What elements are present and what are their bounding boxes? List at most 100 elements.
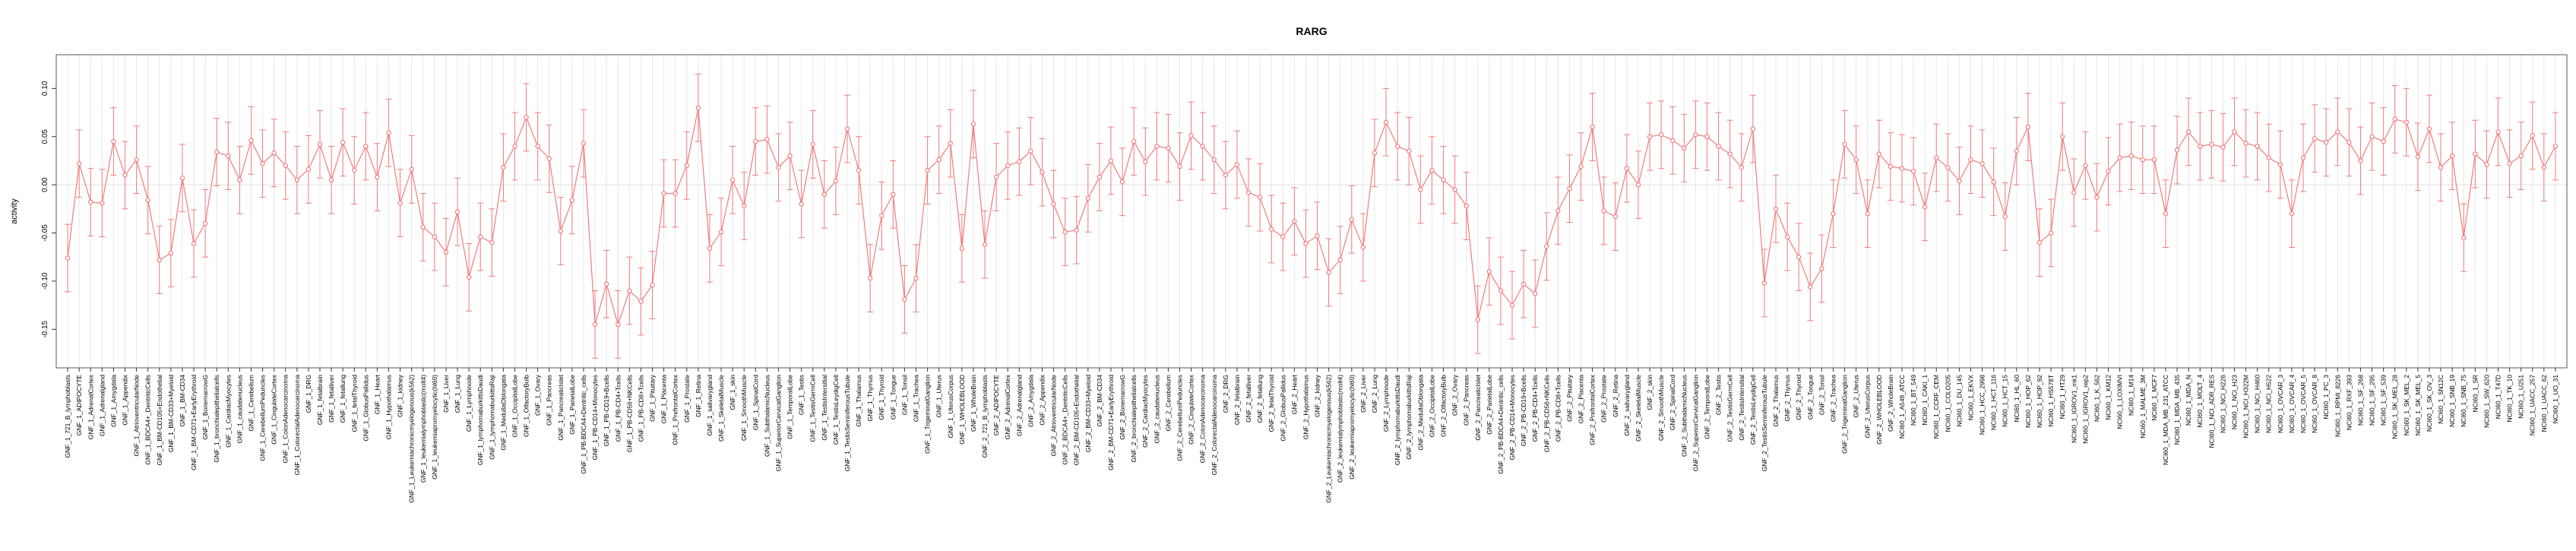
x-tick-label: GNF_2_Pituitary <box>1565 374 1573 422</box>
data-point <box>283 163 288 168</box>
x-tick-label: GNF_2_BM-CD71+EarlyErythroid <box>1107 375 1115 470</box>
data-point <box>1704 134 1710 139</box>
x-tick-label: GNF_1_lymphomaburkittsRaji <box>488 375 495 460</box>
data-point <box>2541 165 2547 170</box>
data-point <box>948 141 953 146</box>
data-point <box>226 153 231 159</box>
x-tick-label: GNF_2_lymphomaburkittsDaudi <box>1394 375 1401 465</box>
data-point <box>1842 141 1847 147</box>
data-point <box>1486 269 1492 274</box>
plot-frame <box>55 54 2568 369</box>
data-point <box>821 192 828 198</box>
data-point <box>157 257 162 263</box>
x-tick-label: GNF_2_fetalThyroid <box>1267 375 1275 432</box>
x-tick-label: GNF_2_ColonAdenocarcinoma <box>1199 375 1207 464</box>
data-point <box>363 144 369 149</box>
data-point <box>982 242 988 247</box>
data-point <box>2449 153 2455 159</box>
data-point <box>352 167 357 173</box>
data-point <box>2163 211 2169 217</box>
data-point <box>2323 140 2329 145</box>
x-tick-label: NCI60_1_EKVX <box>1967 375 1974 420</box>
data-point <box>2174 147 2180 153</box>
x-tick-label: GNF_2_Hypothalamus <box>1302 375 1309 439</box>
data-point <box>2473 151 2478 157</box>
x-tick-label: NCI60_1_SK_MEL_28 <box>2391 375 2399 439</box>
data-point <box>202 220 208 226</box>
data-point <box>2117 155 2122 160</box>
data-point <box>2404 119 2409 125</box>
x-tick-label: GNF_2_Testis <box>1715 375 1723 415</box>
data-point <box>2209 141 2214 147</box>
x-tick-label: GNF_1_PB-CD56+NKCells <box>625 375 633 452</box>
data-point <box>432 234 438 239</box>
data-point <box>1315 233 1320 239</box>
data-point <box>2036 240 2043 245</box>
data-point <box>397 201 403 206</box>
data-point <box>1337 257 1343 263</box>
data-point <box>2415 154 2421 160</box>
data-point <box>1452 187 1457 192</box>
data-point <box>1910 169 1916 174</box>
data-point <box>1750 126 1756 131</box>
data-point <box>1899 166 1905 171</box>
x-tick-label: NCI60_1_PC_3 <box>2322 375 2330 420</box>
x-tick-label: NCI60_1_IGROV1_rep2 <box>2081 375 2089 444</box>
x-tick-label: GNF_2_BM-CD105+Endothelial <box>1073 375 1081 466</box>
data-point <box>1624 166 1630 171</box>
x-tick-label: GNF_2_Tongue <box>1806 375 1814 420</box>
data-point <box>88 199 93 205</box>
x-tick-label: GNF_1_SuperiorCervicalGanglion <box>774 375 782 471</box>
x-tick-label: GNF_1_WHOLEBLOOD <box>958 375 966 445</box>
data-point <box>1991 179 1996 185</box>
x-tick-label: NCI60_1_OVCAR_3 <box>2277 375 2284 433</box>
data-point <box>145 198 150 203</box>
data-point <box>2392 116 2397 122</box>
x-tick-label: GNF_1_skin <box>729 375 736 410</box>
data-point <box>925 167 930 173</box>
data-point <box>764 137 770 142</box>
data-point <box>2083 163 2088 168</box>
x-tick-label: GNF_1_TestisIntersitial <box>821 375 828 441</box>
x-tick-label: GNF_1_WholeBrain <box>970 375 977 432</box>
x-tick-label: GNF_2_CardiacMyocytes <box>1141 375 1149 448</box>
data-point <box>1074 227 1079 233</box>
data-point <box>1441 177 1446 182</box>
x-tick-label: GNF_2_TestisIntersitial <box>1738 375 1745 441</box>
data-point <box>271 150 277 156</box>
data-point <box>1509 302 1515 308</box>
data-point <box>1784 234 1790 239</box>
x-tick-label: GNF_1_BM-CD34 <box>179 375 186 427</box>
data-point <box>867 275 873 281</box>
data-point <box>2461 235 2467 241</box>
x-tick-label: GNF_1_Testis <box>798 375 805 415</box>
x-tick-label: GNF_2_Cerebellum <box>1164 375 1172 431</box>
x-tick-label: GNF_2_CerebellumPeduncles <box>1176 375 1184 461</box>
x-tick-label: GNF_1_TestisLeydigCell <box>832 375 840 445</box>
data-point <box>2369 134 2375 139</box>
x-tick-label: GNF_1_Lymphnode <box>465 375 473 432</box>
data-point <box>2232 129 2237 135</box>
data-point <box>1188 133 1194 138</box>
x-tick-label: NCI60_1_SF_295 <box>2369 375 2376 426</box>
data-point <box>1154 144 1160 149</box>
data-point <box>478 234 483 239</box>
x-tick-label: GNF_1_AdrenalCortex <box>87 374 94 439</box>
x-tick-label: GNF_1_PB-BDCA4+Dentritic_cells <box>580 375 587 474</box>
x-tick-label: GNF_2_PB-CD56+NKCells <box>1543 375 1550 452</box>
x-tick-label: GNF_1_OccipitalLobe <box>511 375 518 438</box>
data-point <box>1475 317 1480 322</box>
x-tick-label: GNF_1_CerebellumPeduncles <box>259 375 267 461</box>
data-point <box>1532 291 1538 296</box>
data-point <box>581 141 587 146</box>
data-point <box>993 174 999 180</box>
data-point <box>2335 129 2340 135</box>
data-point <box>168 250 174 256</box>
data-point <box>2277 162 2283 167</box>
data-point <box>2530 133 2535 138</box>
data-point <box>454 209 460 214</box>
data-point <box>1555 208 1561 214</box>
x-tick-label: NCI60_1_OVCAR_5 <box>2299 375 2307 433</box>
x-tick-label: GNF_1_CingulateCortex <box>271 374 278 445</box>
data-point <box>913 275 919 281</box>
